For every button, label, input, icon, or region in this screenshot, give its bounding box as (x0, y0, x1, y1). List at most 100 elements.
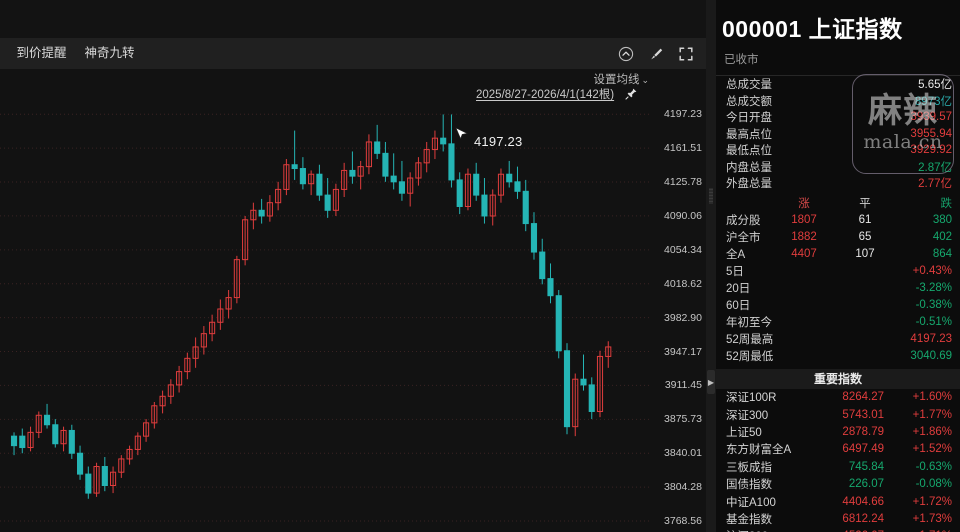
index-row[interactable]: 上证50 2878.79 +1.86% (716, 423, 960, 440)
quote-stat-row: 最高点位 3955.94 (716, 126, 960, 143)
chart-pane: 计到价提醒神奇九转 (0, 0, 706, 532)
quote-stat-value: 2.87亿 (918, 161, 952, 174)
ma-setting-button[interactable]: 设置均线 ⌄ (593, 71, 649, 87)
quote-stat-label: 总成交量 (726, 79, 772, 92)
updown-flat-count: 107 (855, 248, 875, 260)
index-label: 上证50 (726, 426, 762, 439)
quote-stat-row: 总成交量 5.65亿 (716, 76, 960, 93)
candlestick-bar (184, 352, 191, 380)
candlestick-bar (423, 141, 430, 173)
pin-icon[interactable] (625, 87, 638, 100)
candlestick-plot[interactable] (0, 104, 652, 532)
candlestick-bar (580, 354, 587, 391)
candlestick-bar (365, 134, 372, 175)
candlestick-bar (242, 215, 249, 266)
candlestick-bar (407, 172, 414, 207)
updown-header-row: 涨 平 跌 (716, 195, 960, 212)
performance-label: 年初至今 (726, 317, 772, 329)
performance-row: 52周最高 4197.23 (716, 331, 960, 348)
ma-setting-label: 设置均线 (593, 74, 640, 86)
index-row[interactable]: 深证100R 8264.27 +1.60% (716, 389, 960, 406)
index-row[interactable]: 中证A100 4404.66 +1.72% (716, 493, 960, 510)
quote-stats-table: 总成交量 5.65亿 总成交额 8973亿 今日开盘 3939.57 最高点位 3955.94… (716, 75, 960, 192)
candlestick-bar (52, 419, 59, 448)
candlestick-bar (563, 343, 571, 435)
updown-up-count: 1807 (791, 214, 817, 226)
candlestick-bar (151, 401, 158, 429)
candlestick-bar (390, 153, 397, 190)
fullscreen-icon[interactable] (677, 45, 694, 62)
brush-icon[interactable] (647, 45, 664, 62)
price-axis-tick: 4125.78 (664, 176, 702, 189)
candlestick-bar (481, 178, 488, 224)
collapse-up-icon[interactable] (617, 45, 634, 62)
toolbar-item-magic-nine[interactable]: 神奇九转 (84, 46, 135, 60)
index-price: 8264.27 (842, 391, 884, 404)
price-axis-tick: 4090.06 (664, 209, 702, 222)
performance-row: 5日 +0.43% (716, 263, 960, 280)
candlestick-bar (489, 189, 496, 226)
candlestick-bar (167, 379, 174, 404)
quote-stat-label: 最低点位 (726, 145, 772, 158)
candlestick-bar (291, 130, 298, 180)
candlestick-bar (530, 212, 538, 260)
performance-label: 5日 (726, 266, 744, 278)
performance-row: 60日 -0.38% (716, 297, 960, 314)
index-price: 2878.79 (842, 425, 884, 438)
candlestick-bar (464, 168, 472, 211)
performance-body: 5日 +0.43% 20日 -3.28% 60日 -0.38% 年初至今 -0.51% 52周最… (716, 263, 960, 365)
index-label: 东方财富全A (726, 444, 792, 457)
index-label: 中证A100 (726, 496, 776, 509)
index-price: 745.84 (848, 460, 884, 473)
candlestick-bar (85, 466, 92, 499)
quote-stat-value: 3929.92 (910, 144, 952, 157)
candlestick-bar (233, 255, 240, 304)
updown-down-count: 380 (932, 214, 952, 226)
candlestick-bar (473, 162, 480, 201)
candlestick-bar (539, 238, 546, 285)
candlestick-bar (258, 198, 265, 224)
quote-stat-label: 外盘总量 (726, 178, 772, 191)
candlestick-bar (506, 160, 513, 188)
candlestick-bar (448, 114, 455, 188)
index-row[interactable]: 深证300 5743.01 +1.77% (716, 406, 960, 423)
panel-splitter[interactable]: ▶ (706, 0, 716, 532)
date-range-label[interactable]: 2025/8/27-2026/4/1(142根) (476, 89, 615, 101)
candlestick-svg (0, 113, 652, 522)
index-label: 基金指数 (726, 513, 772, 526)
candlestick-bar (588, 377, 595, 420)
index-row[interactable]: 国债指数 226.07 -0.08% (716, 475, 960, 492)
index-change: +1.77% (912, 408, 952, 421)
candlestick-bar (398, 160, 405, 201)
candlestick-bar (110, 466, 117, 494)
index-row[interactable]: 三板成指 745.84 -0.63% (716, 458, 960, 475)
updown-row: 沪全市 1882 65 402 (716, 229, 960, 246)
updown-row: 全A 4407 107 864 (716, 246, 960, 263)
splitter-grip[interactable] (709, 188, 713, 204)
quote-stat-label: 内盘总量 (726, 161, 772, 174)
updown-down-count: 864 (932, 248, 952, 260)
performance-row: 52周最低 3040.69 (716, 348, 960, 365)
candlestick-bar (357, 160, 364, 190)
quote-stat-value: 3939.57 (910, 111, 952, 124)
index-row[interactable]: 基金指数 6812.24 +1.73% (716, 510, 960, 527)
candlestick-bar (275, 181, 282, 211)
candlestick-bar (605, 341, 612, 368)
candlestick-bar (200, 326, 207, 355)
candlestick-bar (68, 424, 75, 459)
index-label: 三板成指 (726, 461, 772, 474)
performance-value: 4197.23 (910, 333, 952, 345)
quote-stat-label: 最高点位 (726, 128, 772, 141)
index-row[interactable]: 东方财富全A 6497.49 +1.52% (716, 441, 960, 458)
index-label: 沪深300 (726, 528, 806, 532)
performance-value: -0.38% (915, 299, 952, 311)
candlestick-bar (250, 202, 257, 230)
toolbar-item-price-alert[interactable]: 到价提醒 (16, 46, 67, 60)
panel-collapse-button[interactable]: ▶ (707, 370, 715, 394)
index-label: 深证100R (726, 392, 777, 405)
top-strip (0, 0, 706, 38)
updown-up-count: 1882 (791, 231, 817, 243)
candlestick-bar (497, 168, 505, 203)
candlestick-bar (192, 337, 199, 368)
index-row[interactable]: 沪深3004526.07+1.71% (716, 528, 960, 532)
